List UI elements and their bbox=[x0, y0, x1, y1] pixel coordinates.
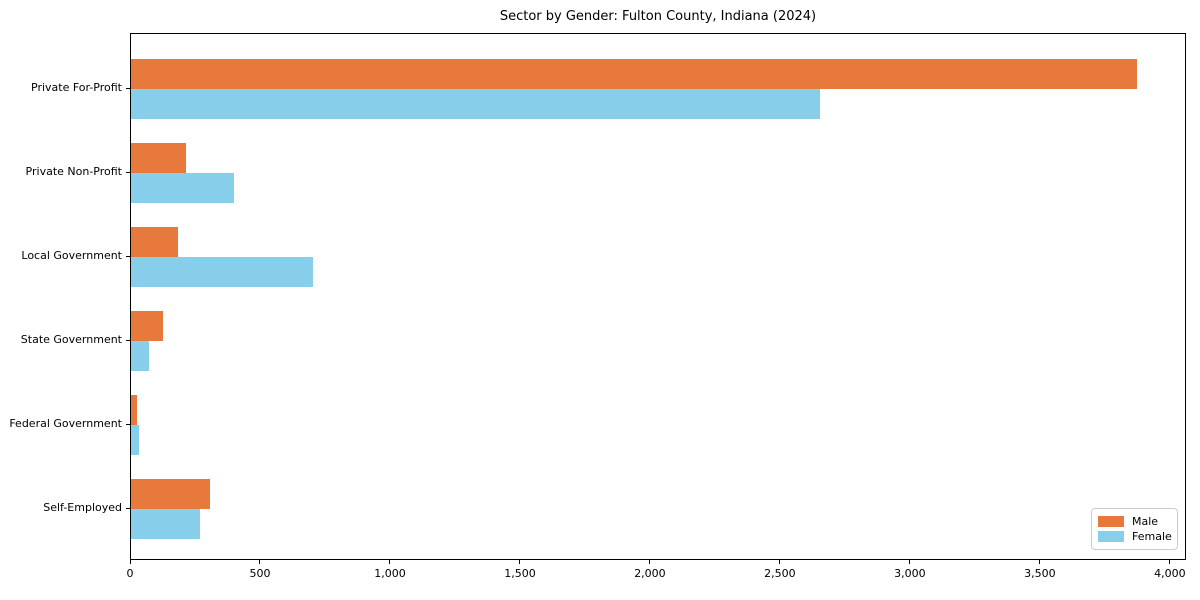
x-tick-label-2500: 2,500 bbox=[764, 567, 796, 580]
y-axis-label-federal-government: Federal Government bbox=[9, 417, 122, 430]
x-tick-label-1500: 1,500 bbox=[504, 567, 536, 580]
x-tick-label-2000: 2,000 bbox=[634, 567, 666, 580]
legend-swatch-female bbox=[1098, 531, 1124, 542]
plot-area bbox=[130, 33, 1186, 560]
y-axis-label-self-employed: Self-Employed bbox=[43, 501, 122, 514]
y-axis-label-local-government: Local Government bbox=[21, 249, 122, 262]
y-tick-private-for-profit bbox=[126, 88, 130, 89]
bar-male-private-non-profit bbox=[131, 143, 186, 173]
y-axis-label-private-non-profit: Private Non-Profit bbox=[25, 165, 122, 178]
y-tick-federal-government bbox=[126, 424, 130, 425]
bar-male-private-for-profit bbox=[131, 59, 1137, 89]
bar-female-self-employed bbox=[131, 509, 200, 539]
x-tick-1000 bbox=[389, 560, 391, 564]
bar-male-local-government bbox=[131, 227, 178, 257]
y-axis-label-state-government: State Government bbox=[20, 333, 122, 346]
x-tick-1500 bbox=[519, 560, 521, 564]
legend-entry-male: Male bbox=[1098, 514, 1170, 529]
chart-title: Sector by Gender: Fulton County, Indiana… bbox=[499, 9, 817, 24]
legend-label-female: Female bbox=[1132, 530, 1172, 543]
bar-female-local-government bbox=[131, 257, 313, 287]
bar-male-self-employed bbox=[131, 479, 210, 509]
x-tick-4000 bbox=[1169, 560, 1171, 564]
x-tick-2000 bbox=[649, 560, 651, 564]
y-tick-self-employed bbox=[126, 508, 130, 509]
x-tick-2500 bbox=[779, 560, 781, 564]
x-tick-3000 bbox=[909, 560, 911, 564]
y-axis-label-private-for-profit: Private For-Profit bbox=[31, 81, 122, 94]
x-tick-label-4000: 4,000 bbox=[1154, 567, 1186, 580]
x-tick-0 bbox=[129, 560, 131, 564]
bar-female-private-non-profit bbox=[131, 173, 234, 203]
bar-male-federal-government bbox=[131, 395, 137, 425]
x-tick-500 bbox=[259, 560, 261, 564]
legend: Male Female bbox=[1091, 508, 1178, 550]
x-tick-label-0: 0 bbox=[126, 567, 134, 580]
y-tick-state-government bbox=[126, 340, 130, 341]
legend-swatch-male bbox=[1098, 516, 1124, 527]
bar-female-state-government bbox=[131, 341, 149, 371]
x-tick-3500 bbox=[1039, 560, 1041, 564]
y-tick-local-government bbox=[126, 256, 130, 257]
x-tick-label-3000: 3,000 bbox=[894, 567, 926, 580]
x-tick-label-3500: 3,500 bbox=[1024, 567, 1056, 580]
bar-male-state-government bbox=[131, 311, 163, 341]
bar-female-private-for-profit bbox=[131, 89, 820, 119]
bar-female-federal-government bbox=[131, 425, 139, 455]
y-tick-private-non-profit bbox=[126, 172, 130, 173]
x-tick-label-500: 500 bbox=[249, 567, 271, 580]
legend-entry-female: Female bbox=[1098, 529, 1172, 544]
x-tick-label-1000: 1,000 bbox=[374, 567, 406, 580]
legend-label-male: Male bbox=[1132, 515, 1159, 528]
